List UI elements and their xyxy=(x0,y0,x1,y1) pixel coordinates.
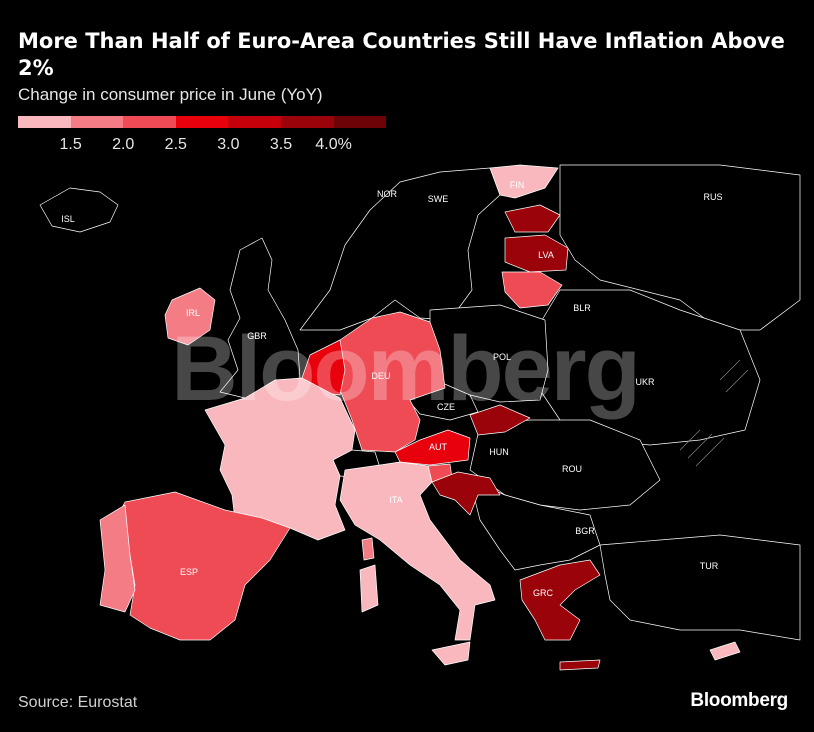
country-label-esp: ESP xyxy=(180,567,198,577)
country-label-ukr: UKR xyxy=(635,377,655,387)
finland-shape xyxy=(489,164,559,199)
legend-swatch xyxy=(175,116,229,128)
country-label-cze: CZE xyxy=(437,402,455,412)
italy-shape xyxy=(339,461,496,641)
country-label-gbr: GBR xyxy=(247,331,267,341)
legend-swatch xyxy=(18,116,71,128)
legend-tick-label: 1.5 xyxy=(59,136,82,153)
country-label-irl: IRL xyxy=(186,308,200,318)
country-label-rou: ROU xyxy=(562,464,582,474)
iceland-shape xyxy=(39,187,119,233)
legend-swatch xyxy=(123,116,176,128)
spain-shape xyxy=(109,491,291,641)
legend-tick-label: 2.5 xyxy=(164,136,187,153)
country-label-ita: ITA xyxy=(389,495,402,505)
cyprus-shape xyxy=(709,641,741,661)
country-labels: ISL NOR SWE FIN RUS LVA BLR IRL GBR DEU POL UKR CZE A… xyxy=(61,180,722,598)
legend-swatch xyxy=(70,116,124,128)
legend-swatch xyxy=(228,116,281,128)
country-label-fin: FIN xyxy=(510,180,525,190)
legend-tick-label: 4.0% xyxy=(315,136,352,153)
crete-shape xyxy=(559,659,601,671)
slovakia-shape xyxy=(469,404,531,436)
sardinia-shape xyxy=(359,564,379,613)
germany-shape xyxy=(339,311,446,453)
latvia-shape xyxy=(504,234,569,273)
europe-map: Bloomberg ISL NOR SWE FIN RUS LVA BLR IRL GBR DEU… xyxy=(39,164,801,671)
color-legend: 1.5 2.0 2.5 3.0 3.5 4.0% xyxy=(18,116,388,156)
source-note: Source: Eurostat xyxy=(18,694,138,711)
watermark-text: Bloomberg xyxy=(171,318,639,420)
legend-tick-label: 2.0 xyxy=(112,136,135,153)
hatched-region xyxy=(679,359,749,467)
ireland-shape xyxy=(164,287,216,346)
country-label-grc: GRC xyxy=(533,588,554,598)
estonia-shape xyxy=(504,204,561,233)
legend-swatch xyxy=(333,116,387,128)
country-label-deu: DEU xyxy=(371,371,390,381)
lithuania-shape xyxy=(501,271,563,309)
balkans-shape xyxy=(469,479,601,571)
country-label-bgr: BGR xyxy=(575,526,595,536)
country-label-aut: AUT xyxy=(429,442,448,452)
turkey-shape xyxy=(599,534,801,641)
country-label-hun: HUN xyxy=(489,447,509,457)
country-label-tur: TUR xyxy=(700,561,719,571)
portugal-shape xyxy=(99,504,136,613)
chart-subtitle: Change in consumer price in June (YoY) xyxy=(18,85,323,104)
croatia-shape xyxy=(431,471,501,516)
country-label-lva: LVA xyxy=(538,250,554,260)
norway-sweden-shape xyxy=(299,167,501,331)
legend-tick-label: 3.0 xyxy=(217,136,240,153)
greece-shape xyxy=(519,559,601,641)
country-label-rus: RUS xyxy=(703,192,722,202)
country-label-nor: NOR xyxy=(377,189,398,199)
country-label-pol: POL xyxy=(493,352,511,362)
legend-tick-label: 3.5 xyxy=(269,136,293,153)
sicily-shape xyxy=(431,641,471,666)
country-label-blr: BLR xyxy=(573,303,591,313)
legend-swatches xyxy=(18,116,388,128)
corsica-shape xyxy=(361,537,375,561)
bloomberg-logo: Bloomberg xyxy=(690,690,788,711)
france-shape xyxy=(204,377,356,541)
russia-shape xyxy=(559,164,801,331)
chart-title: More Than Half of Euro-Area Countries St… xyxy=(18,29,785,80)
country-label-isl: ISL xyxy=(61,214,75,224)
legend-swatch xyxy=(280,116,334,128)
country-label-swe: SWE xyxy=(428,194,449,204)
